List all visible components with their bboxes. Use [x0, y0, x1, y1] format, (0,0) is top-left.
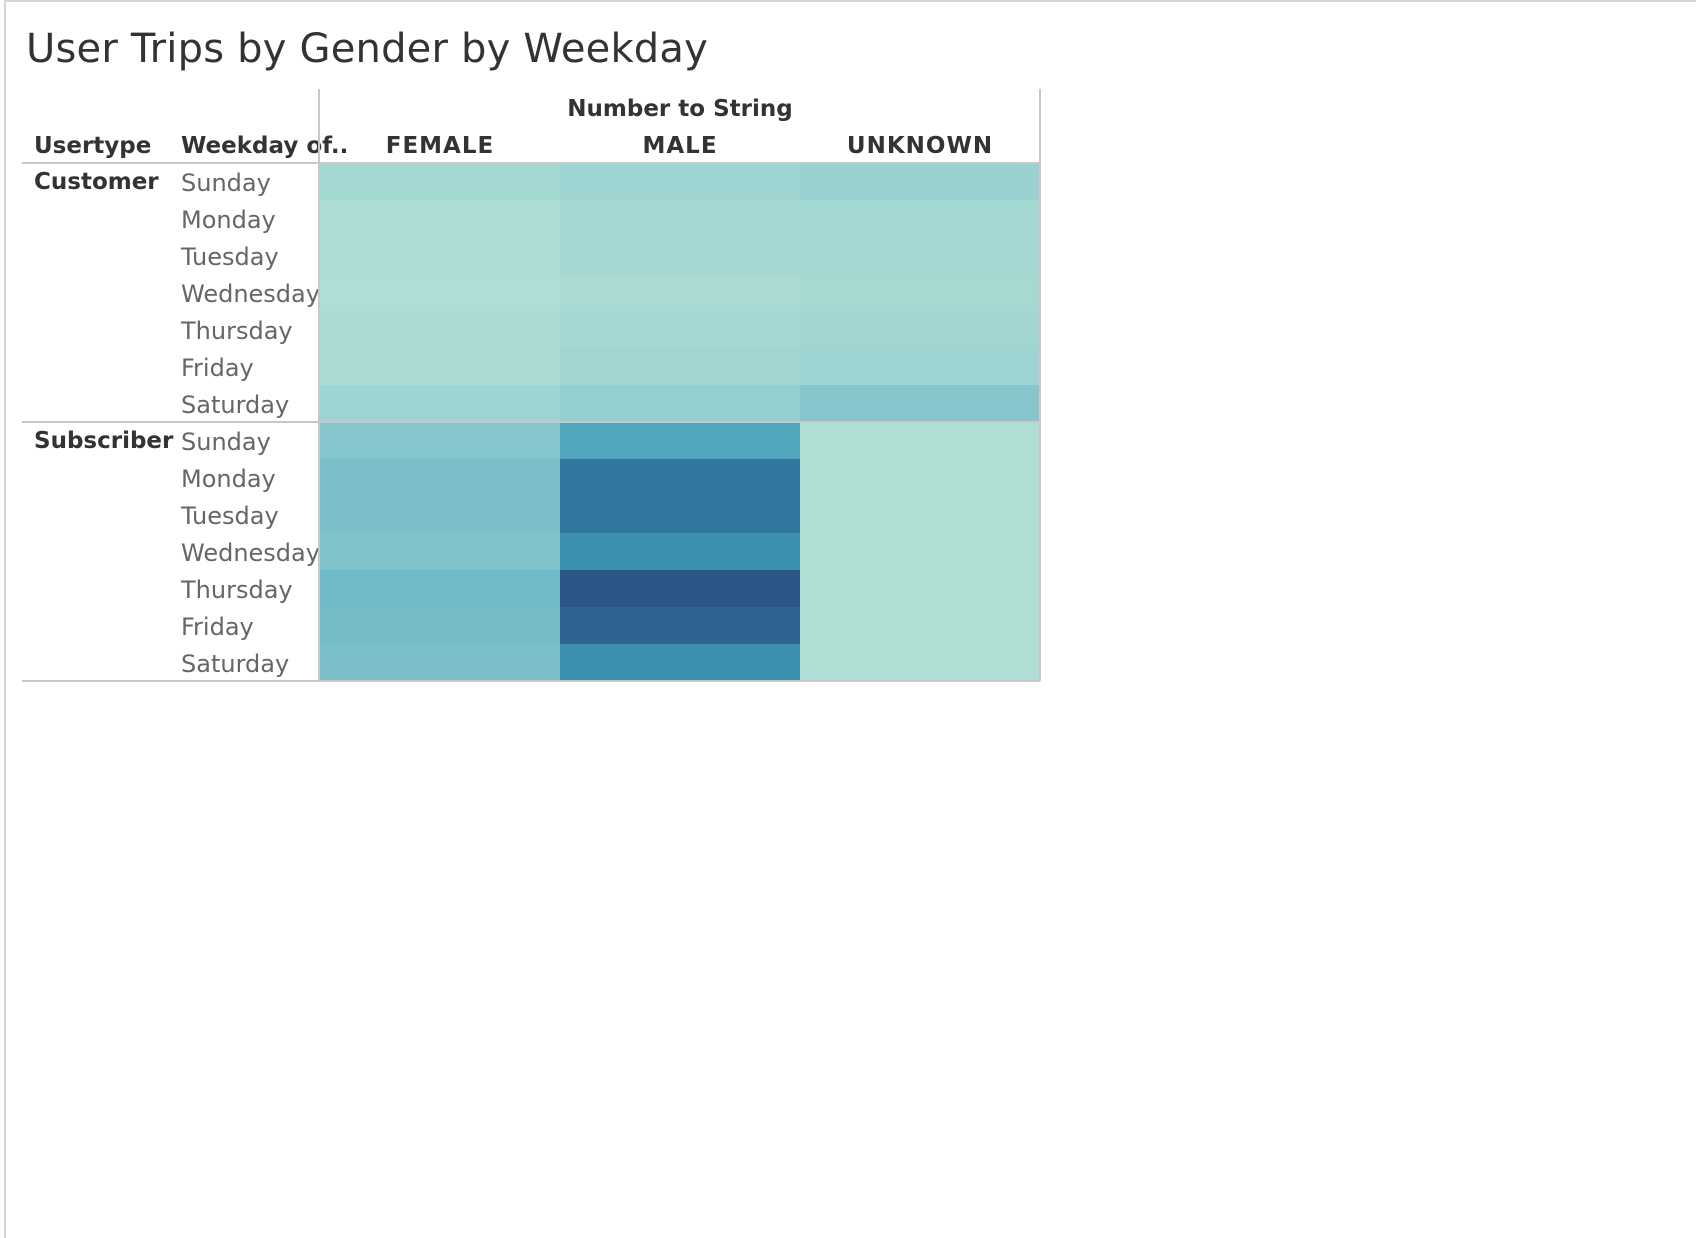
row-group-label: Customer [34, 169, 159, 195]
row-group-label: Subscriber [34, 428, 174, 454]
heatmap-cell [320, 496, 560, 533]
weekday-label: Monday [181, 206, 276, 234]
heatmap-cell [560, 533, 800, 570]
heatmap-cell [320, 274, 560, 311]
heatmap-cell [800, 496, 1040, 533]
heatmap-cell [320, 200, 560, 237]
weekday-label: Saturday [181, 650, 289, 678]
weekday-label: Thursday [180, 576, 293, 604]
chart-title: User Trips by Gender by Weekday [26, 26, 708, 72]
heatmap-cell [320, 533, 560, 570]
column-header-female: FEMALE [386, 133, 494, 159]
heatmap-cell [800, 459, 1040, 496]
heatmap-cell [320, 163, 560, 200]
weekday-label: Tuesday [180, 502, 279, 530]
heatmap-cell [800, 570, 1040, 607]
heatmap-cell [560, 385, 800, 422]
heatmap-cell [560, 644, 800, 681]
row-header-weekday: Weekday of.. [181, 133, 348, 159]
heatmap-cell [560, 163, 800, 200]
heatmap-cell [800, 422, 1040, 459]
heatmap-cell [560, 274, 800, 311]
heatmap-cell [320, 422, 560, 459]
heatmap-cell [800, 163, 1040, 200]
heatmap-cell [320, 385, 560, 422]
heatmap-cell [800, 644, 1040, 681]
row-header-usertype: Usertype [34, 133, 151, 159]
heatmap-cell [320, 348, 560, 385]
heatmap-cell [320, 607, 560, 644]
heatmap-cell [560, 607, 800, 644]
heatmap-cell [560, 237, 800, 274]
weekday-label: Sunday [181, 428, 271, 456]
column-group-label: Number to String [567, 96, 792, 122]
heatmap-cell [320, 459, 560, 496]
weekday-label: Thursday [180, 317, 293, 345]
heatmap-cell [560, 570, 800, 607]
weekday-label: Saturday [181, 391, 289, 419]
column-header-unknown: UNKNOWN [847, 133, 993, 159]
heatmap-cell [800, 607, 1040, 644]
heatmap-cell [800, 348, 1040, 385]
heatmap-cell [800, 533, 1040, 570]
weekday-label: Wednesday [181, 280, 320, 308]
heatmap-cell [560, 200, 800, 237]
heatmap-cell [320, 311, 560, 348]
heatmap-cell [560, 496, 800, 533]
weekday-label: Friday [181, 613, 254, 641]
weekday-label: Sunday [181, 169, 271, 197]
heatmap-cell [320, 570, 560, 607]
weekday-label: Friday [181, 354, 254, 382]
heatmap-cell [560, 348, 800, 385]
worksheet-frame [4, 0, 1696, 1238]
column-header-male: MALE [642, 133, 717, 159]
heatmap-cell [800, 200, 1040, 237]
heatmap-cell [560, 459, 800, 496]
weekday-label: Wednesday [181, 539, 320, 567]
heatmap-cell [800, 311, 1040, 348]
heatmap-cell [800, 385, 1040, 422]
heatmap-cell [800, 237, 1040, 274]
heatmap-cell [560, 422, 800, 459]
heatmap-cell [800, 274, 1040, 311]
heatmap-cell [320, 644, 560, 681]
weekday-label: Tuesday [180, 243, 279, 271]
weekday-label: Monday [181, 465, 276, 493]
heatmap-cell [320, 237, 560, 274]
heatmap-cell [560, 311, 800, 348]
